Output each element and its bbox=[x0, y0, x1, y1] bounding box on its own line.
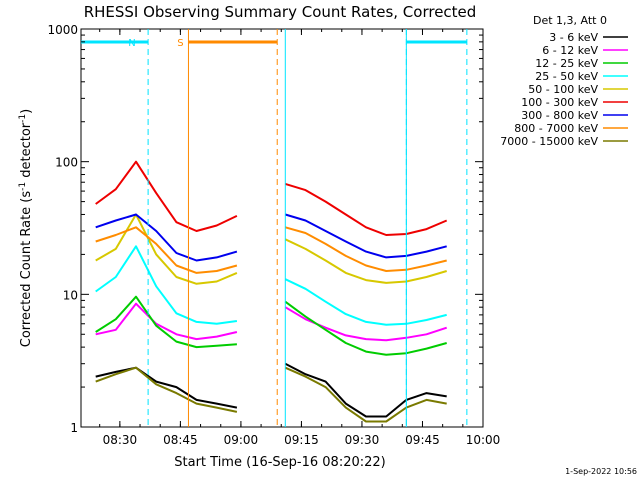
series-line-7-segment-1 bbox=[95, 213, 238, 262]
legend-label-6: 100 - 300 keV bbox=[521, 96, 598, 109]
timestamp: 1-Sep-2022 10:56 bbox=[565, 467, 637, 476]
x-tick-label-6: 09:45 bbox=[405, 433, 440, 447]
y-axis-label-end: ) bbox=[19, 109, 34, 114]
x-tick-label-2: 08:45 bbox=[163, 433, 198, 447]
flag-n-label: N bbox=[128, 38, 135, 49]
series-line-1-segment-1 bbox=[95, 366, 238, 409]
series-line-3-segment-2 bbox=[284, 300, 447, 356]
series-layer bbox=[95, 160, 448, 423]
y-axis-label-main: Corrected Count Rate (s bbox=[19, 191, 34, 348]
flag-s-label: S bbox=[177, 38, 183, 49]
series-line-9-segment-1 bbox=[95, 366, 238, 413]
axes-layer: 08:30 08:45 09:00 09:15 09:30 09:45 10:00 1 10 10… bbox=[47, 23, 500, 447]
x-tick-label-1: 08:30 bbox=[103, 433, 138, 447]
series-line-6-segment-2 bbox=[285, 182, 448, 236]
series-line-3-segment-1 bbox=[95, 295, 237, 349]
legend-label-8: 800 - 7000 keV bbox=[514, 122, 598, 135]
series-line-4-segment-1 bbox=[95, 245, 238, 325]
series-line-5-segment-2 bbox=[284, 238, 447, 284]
legend-label-1: 3 - 6 keV bbox=[549, 31, 598, 44]
series-line-7-segment-2 bbox=[285, 213, 447, 259]
series-line-2-segment-1 bbox=[95, 302, 238, 341]
legend-label-7: 300 - 800 keV bbox=[521, 109, 598, 122]
series-line-1-segment-2 bbox=[284, 362, 447, 418]
y-tick-label-3: 100 bbox=[55, 156, 78, 170]
legend-label-2: 6 - 12 keV bbox=[542, 44, 598, 57]
series-line-9-segment-2 bbox=[284, 366, 447, 423]
y-tick-label-2: 10 bbox=[63, 288, 78, 302]
legend-label-3: 12 - 25 keV bbox=[535, 57, 598, 70]
series-line-6-segment-1 bbox=[95, 160, 238, 232]
x-tick-label-5: 09:30 bbox=[345, 433, 380, 447]
legend-label-4: 25 - 50 keV bbox=[535, 70, 598, 83]
x-tick-label-4: 09:15 bbox=[284, 433, 319, 447]
y-axis-label: Corrected Count Rate (s-1 detector-1) bbox=[18, 109, 34, 347]
legend-label-9: 7000 - 15000 keV bbox=[500, 135, 598, 148]
series-line-8-segment-2 bbox=[285, 226, 447, 272]
x-tick-label-7: 10:00 bbox=[466, 433, 501, 447]
legend-label-5: 50 - 100 keV bbox=[528, 83, 598, 96]
y-tick-label-4: 1000 bbox=[47, 23, 78, 37]
plot-area bbox=[80, 28, 484, 428]
legend-title: Det 1,3, Att 0 bbox=[533, 14, 607, 27]
y-axis-label-sup2: -1 bbox=[18, 114, 28, 123]
y-axis-label-mid: detector bbox=[19, 122, 34, 182]
series-line-4-segment-2 bbox=[284, 278, 447, 326]
series-line-8-segment-1 bbox=[95, 226, 238, 274]
x-axis-label: Start Time (16-Sep-16 08:20:22) bbox=[174, 455, 385, 470]
y-axis-label-sup1: -1 bbox=[18, 182, 28, 191]
y-tick-label-1: 1 bbox=[70, 421, 78, 435]
series-line-5-segment-1 bbox=[95, 213, 238, 285]
chart-title: RHESSI Observing Summary Count Rates, Co… bbox=[84, 3, 477, 21]
x-tick-label-3: 09:00 bbox=[224, 433, 259, 447]
